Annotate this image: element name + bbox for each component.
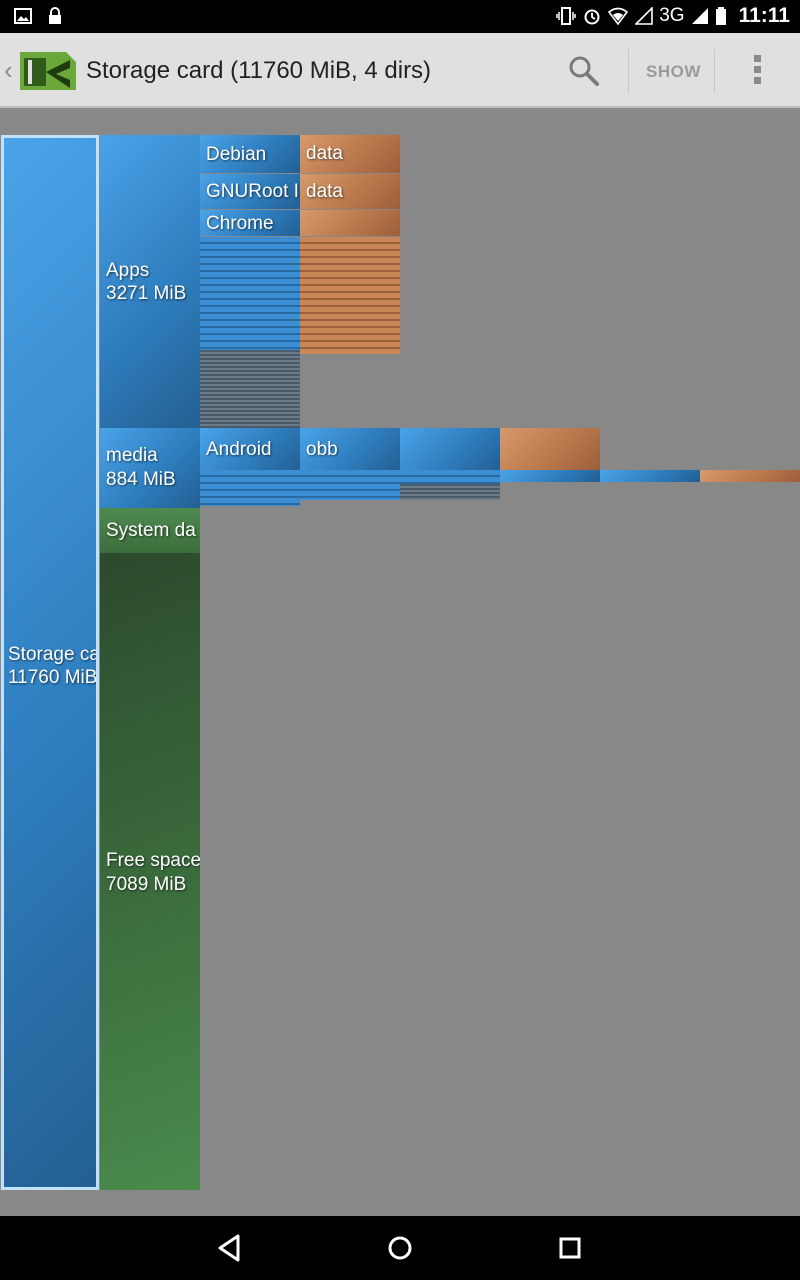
back-icon[interactable]	[214, 1232, 246, 1264]
treemap-node-obb-tiny[interactable]	[400, 484, 500, 500]
treemap-node-obb-leaf3[interactable]	[700, 470, 800, 482]
action-bar: ‹ Storage card (11760 MiB, 4 dirs) SHOW	[0, 33, 800, 108]
signal-icon	[635, 7, 654, 25]
free-name: Free space	[106, 850, 200, 871]
media-size: 884 MiB	[106, 469, 176, 490]
battery-icon	[715, 7, 726, 25]
treemap-node-chrome[interactable]: Chrome	[200, 210, 300, 236]
treemap-node-android[interactable]: Android	[200, 428, 300, 470]
debian-name: Debian	[206, 144, 267, 165]
clock: 11:11	[738, 4, 790, 27]
signal-strength-icon	[691, 8, 708, 24]
obb-name: obb	[306, 439, 338, 460]
lock-icon	[49, 7, 61, 24]
wifi-icon	[608, 7, 629, 25]
android-name: Android	[206, 439, 272, 460]
gnuroot-name: GNURoot I	[206, 181, 299, 202]
treemap-node-obb[interactable]: obb	[300, 428, 400, 470]
treemap-node-obb-leaf2[interactable]	[600, 470, 700, 482]
treemap-node-obb-leaf1[interactable]	[500, 470, 600, 482]
treemap-node-obb-sub[interactable]	[400, 428, 500, 470]
treemap-node-obb-data[interactable]	[500, 428, 600, 470]
app-logo-icon[interactable]	[16, 46, 80, 94]
status-bar: 3G 11:11	[0, 0, 800, 33]
treemap-small-app-data[interactable]	[300, 237, 400, 354]
apps-name: Apps	[106, 260, 150, 281]
image-icon	[14, 8, 32, 24]
treemap-node-chrome-data[interactable]	[300, 210, 400, 236]
system-name: System da	[106, 520, 196, 541]
storage-treemap[interactable]: Storage ca 11760 MiB Apps 3271 MiB Debia…	[0, 110, 800, 1216]
root-size: 11760 MiB	[8, 667, 98, 688]
treemap-node-obb-sub-files[interactable]	[400, 470, 500, 484]
network-type: 3G	[659, 5, 685, 26]
search-icon[interactable]	[566, 53, 602, 89]
root-name: Storage ca	[8, 644, 99, 665]
chrome-name: Chrome	[206, 213, 274, 234]
alarm-icon	[584, 9, 600, 25]
treemap-node-free-space[interactable]: Free space 7089 MiB	[100, 553, 200, 1190]
treemap-node-apps[interactable]: Apps 3271 MiB	[100, 135, 200, 428]
overflow-menu-icon[interactable]	[750, 55, 764, 87]
vibrate-icon	[556, 7, 576, 25]
recents-icon[interactable]	[554, 1232, 586, 1264]
page-title: Storage card (11760 MiB, 4 dirs)	[86, 57, 432, 84]
treemap-node-system-data[interactable]: System da	[100, 508, 200, 553]
treemap-node-media[interactable]: media 884 MiB	[100, 428, 200, 508]
divider	[628, 49, 629, 93]
show-button[interactable]: SHOW	[646, 62, 701, 81]
treemap-node-gnuroot-data[interactable]: data	[300, 174, 400, 209]
treemap-node-obb-files[interactable]	[300, 470, 400, 500]
treemap-tiny-apps[interactable]	[200, 350, 300, 428]
media-name: media	[106, 445, 158, 466]
treemap-small-apps[interactable]	[200, 237, 300, 350]
gnuroot-data-name: data	[306, 181, 343, 202]
free-size: 7089 MiB	[106, 874, 187, 895]
divider	[714, 49, 715, 93]
apps-size: 3271 MiB	[106, 283, 187, 304]
home-icon[interactable]	[384, 1232, 416, 1264]
treemap-node-android-files[interactable]	[200, 470, 300, 506]
treemap-node-gnuroot[interactable]: GNURoot I	[200, 174, 300, 209]
treemap-node-debian[interactable]: Debian	[200, 135, 300, 173]
navigation-bar	[0, 1216, 800, 1280]
debian-data-name: data	[306, 143, 343, 164]
treemap-root-storage-card[interactable]: Storage ca 11760 MiB	[1, 135, 99, 1190]
treemap-node-debian-data[interactable]: data	[300, 135, 400, 173]
up-chevron-icon[interactable]: ‹	[4, 55, 13, 85]
